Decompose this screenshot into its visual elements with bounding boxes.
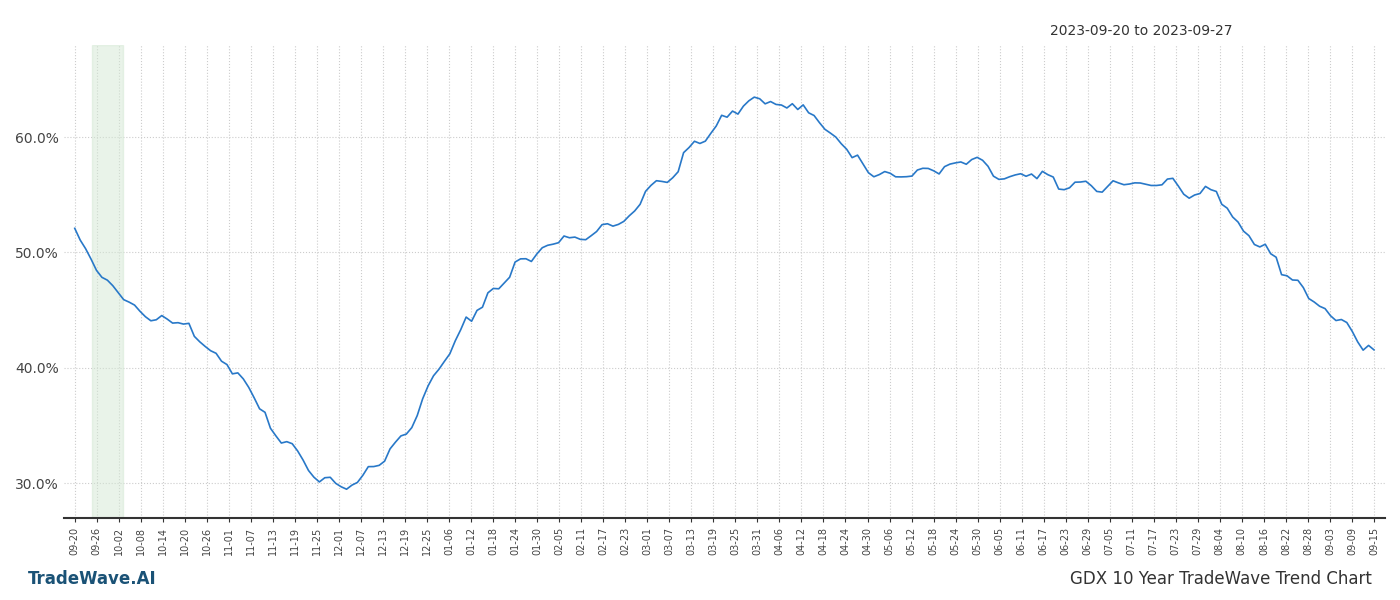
Text: 2023-09-20 to 2023-09-27: 2023-09-20 to 2023-09-27: [1050, 24, 1232, 38]
Text: TradeWave.AI: TradeWave.AI: [28, 570, 157, 588]
Bar: [92, 45, 123, 518]
Text: GDX 10 Year TradeWave Trend Chart: GDX 10 Year TradeWave Trend Chart: [1070, 570, 1372, 588]
